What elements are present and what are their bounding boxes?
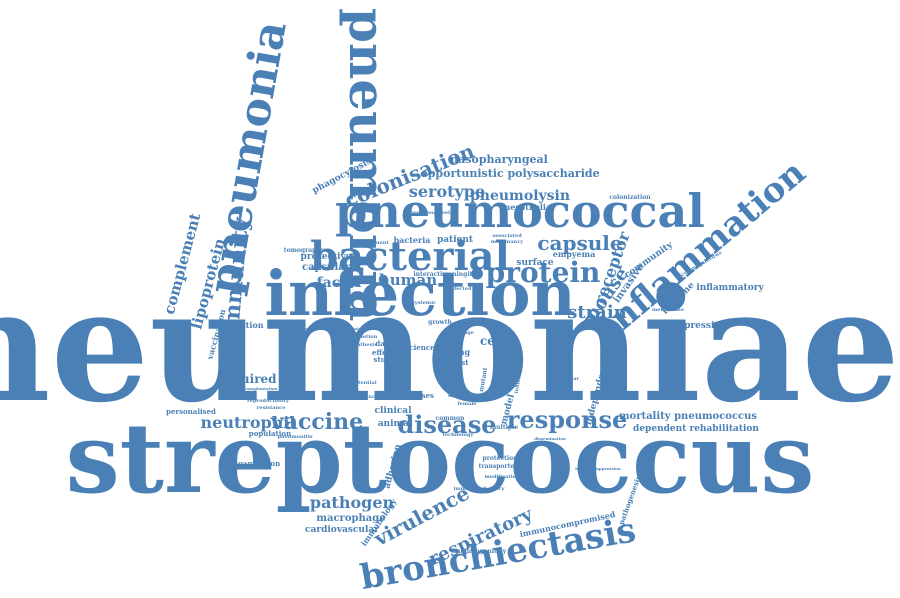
cloud-word: population bbox=[249, 429, 291, 438]
cloud-word: mutant bbox=[478, 367, 489, 393]
cloud-word: vaccine bbox=[270, 409, 363, 435]
cloud-word: patient bbox=[437, 235, 474, 245]
cloud-word: bronchoalveolar bbox=[410, 210, 456, 216]
cloud-word: bacterial bbox=[310, 233, 510, 280]
cloud-word: pneumonitis bbox=[277, 434, 312, 440]
cloud-word: development bbox=[302, 326, 331, 331]
cloud-word: transporter bbox=[479, 463, 519, 470]
cloud-word: human bbox=[379, 271, 437, 289]
cloud-word: pneumoniae bbox=[336, 326, 364, 331]
cloud-word: potential bbox=[351, 380, 376, 386]
cloud-word: common bbox=[436, 415, 465, 422]
cloud-word: multiple bbox=[490, 424, 519, 431]
cloud-word: component bbox=[357, 240, 389, 246]
cloud-word: immunogenicity bbox=[452, 548, 507, 555]
cloud-word: lung bbox=[450, 347, 471, 357]
cloud-word: resistance bbox=[257, 405, 286, 411]
cloud-word: effect bbox=[372, 348, 395, 357]
cloud-word: inflammatory bbox=[696, 283, 764, 293]
cloud-word: serotype bbox=[409, 182, 485, 201]
cloud-word: streptococcus bbox=[66, 402, 815, 515]
cloud-word: capsule bbox=[537, 231, 622, 255]
cloud-word: dependent rehabilitation bbox=[633, 424, 759, 434]
cloud-word: depletion bbox=[351, 334, 378, 340]
cloud-word: surface bbox=[516, 258, 554, 268]
cloud-word: infection bbox=[264, 257, 575, 330]
cloud-word: data bbox=[375, 339, 393, 348]
cloud-word: infected bbox=[449, 286, 472, 292]
cloud-word: pathogen bbox=[310, 493, 395, 512]
cloud-word: acquired bbox=[217, 372, 277, 386]
cloud-word: reproducibility bbox=[247, 398, 290, 404]
cloud-word: neutrophil bbox=[201, 413, 296, 432]
cloud-word: protein bbox=[486, 256, 601, 289]
cloud-word: malignancy bbox=[491, 239, 524, 245]
cloud-word: dissemination bbox=[534, 436, 566, 441]
cloud-word: mesothelial bbox=[502, 202, 554, 212]
cloud-word: viruses bbox=[405, 391, 434, 400]
cloud-word: colonization bbox=[609, 194, 651, 201]
cloud-word: pneumolysin bbox=[470, 188, 570, 204]
cloud-word: deposition bbox=[216, 320, 263, 330]
cloud-word: lavage bbox=[456, 330, 474, 336]
cloud-word: pneumoniae bbox=[0, 254, 900, 437]
cloud-word: pneumonia bbox=[338, 8, 397, 321]
cloud-word: factor bbox=[317, 275, 364, 291]
cloud-word: study bbox=[373, 355, 395, 364]
cloud-word: technology bbox=[443, 432, 475, 438]
cloud-word: modification bbox=[484, 474, 519, 480]
cloud-word: immunosuppression bbox=[575, 466, 621, 471]
cloud-word: coagulation bbox=[234, 459, 280, 468]
cloud-word: cardiovascular bbox=[305, 525, 379, 535]
cloud-word: transplantation bbox=[243, 386, 278, 391]
cloud-word: empyema bbox=[553, 249, 596, 259]
cloud-word: nasopharyngeal bbox=[450, 153, 548, 166]
cloud-word: synthesis bbox=[351, 342, 377, 348]
cloud-word: strain bbox=[567, 302, 627, 323]
cloud-word: disease bbox=[397, 410, 496, 439]
cloud-word: systemic bbox=[412, 300, 436, 306]
cloud-word: animal bbox=[378, 419, 413, 429]
cloud-word: protective bbox=[301, 252, 352, 262]
cloud-word: response bbox=[507, 405, 627, 434]
cloud-word: personalised bbox=[166, 407, 216, 416]
cloud-word: inhibition bbox=[514, 365, 525, 394]
cloud-word: protection bbox=[482, 455, 518, 462]
cloud-word: expression bbox=[673, 321, 727, 331]
cloud-word: meningitis bbox=[442, 271, 479, 278]
cloud-word: methionine bbox=[652, 307, 684, 313]
cloud-word: clinical bbox=[374, 406, 412, 416]
cloud-word: pneumococcal bbox=[335, 184, 705, 238]
cloud-word: female bbox=[458, 401, 477, 407]
cloud-word: function bbox=[363, 326, 382, 331]
cloud-word: science bbox=[405, 343, 435, 352]
cloud-word: difference bbox=[350, 394, 378, 400]
cloud-word: thickness bbox=[553, 394, 580, 400]
cloud-word: growth bbox=[428, 319, 452, 326]
cloud-word: opportunistic polysaccharide bbox=[420, 167, 599, 180]
cloud-word: cell bbox=[480, 334, 505, 348]
word-layer: pneumoniae streptococcus pneumonia pneumoni… bbox=[0, 8, 900, 598]
cloud-word: capsular bbox=[302, 262, 351, 273]
cloud-word: molecular bbox=[551, 376, 580, 382]
cloud-word: immunodeficiency bbox=[453, 486, 505, 492]
cloud-word: tomography bbox=[284, 247, 325, 254]
cloud-word: macrophage bbox=[316, 513, 385, 524]
cloud-word: associated bbox=[492, 233, 522, 239]
cloud-word: dendritic bbox=[547, 336, 573, 342]
cloud-word: mortality pneumococcus bbox=[619, 411, 757, 422]
cloud-word: bacteria bbox=[394, 235, 431, 245]
cloud-word: interaction bbox=[413, 271, 451, 278]
cloud-word: host bbox=[452, 358, 470, 367]
